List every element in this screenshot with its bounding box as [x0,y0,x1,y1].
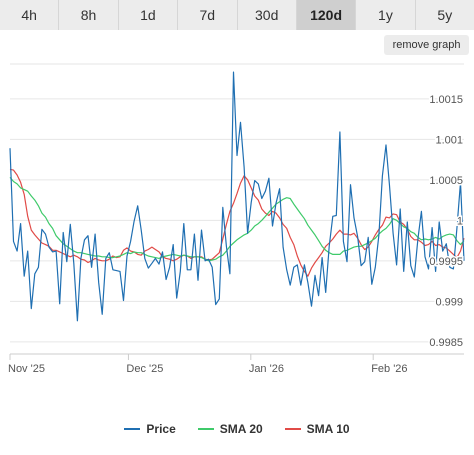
legend-item-sma20[interactable]: SMA 20 [197,422,263,436]
legend-item-sma10[interactable]: SMA 10 [284,422,350,436]
tab-1d[interactable]: 1d [118,0,179,30]
legend-swatch-price [124,428,141,430]
y-tick-label: 1.001 [435,134,463,146]
series-line-sma-10 [9,168,465,277]
legend-label-price: Price [146,422,176,436]
y-tick-label: 0.9995 [429,256,463,268]
tab-4h[interactable]: 4h [0,0,60,30]
series-line-sma-20 [9,177,465,262]
tab-120d[interactable]: 120d [296,0,357,30]
tab-7d[interactable]: 7d [178,0,238,30]
y-tick-label: 1.0015 [429,94,463,106]
legend-label-sma20: SMA 20 [219,422,263,436]
y-tick-label: 0.999 [435,296,463,308]
x-tick-label: Jan '26 [249,363,284,375]
series-line-price [9,71,465,322]
x-tick-label: Nov '25 [8,363,45,375]
tab-5y[interactable]: 5y [415,0,474,30]
legend-label-sma10: SMA 10 [306,422,350,436]
legend-swatch-sma10 [284,428,301,430]
y-tick-label: 1 [457,215,463,227]
y-tick-label: 1.0005 [429,175,463,187]
range-tabs: 4h 8h 1d 7d 30d 120d 1y 5y [0,0,474,30]
tab-1y[interactable]: 1y [356,0,416,30]
tab-30d[interactable]: 30d [237,0,297,30]
remove-graph-button[interactable]: remove graph [384,35,469,55]
legend-item-price[interactable]: Price [124,422,176,436]
legend-swatch-sma20 [197,428,214,430]
tab-8h[interactable]: 8h [59,0,119,30]
y-tick-label: 0.9985 [429,337,463,349]
chart-legend: Price SMA 20 SMA 10 [0,418,474,440]
x-tick-label: Dec '25 [126,363,163,375]
x-tick-label: Feb '26 [371,363,407,375]
